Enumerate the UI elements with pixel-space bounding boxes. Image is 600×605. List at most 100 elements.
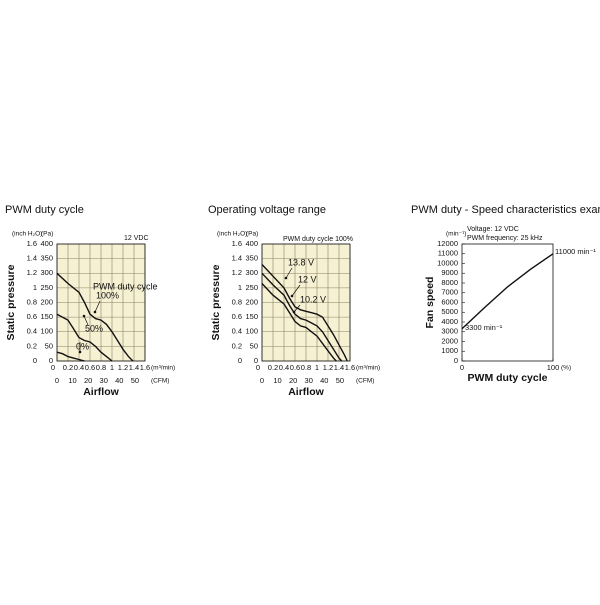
x-tick-label: 0.6	[290, 363, 300, 372]
y-tick-label: 7000	[441, 288, 458, 297]
y2-tick-label: 1.2	[232, 268, 242, 277]
x-tick-label: 0.2	[268, 363, 278, 372]
y2-tick-label: 1	[33, 283, 37, 292]
y-tick-label: 6000	[441, 297, 458, 306]
y-tick-label: 50	[250, 341, 258, 350]
pointer-head	[284, 276, 288, 280]
pointer-head	[292, 310, 296, 314]
y-tick-label: 9000	[441, 268, 458, 277]
y2-tick-label: 1	[238, 283, 242, 292]
x-tick-label: 1	[110, 363, 114, 372]
curve	[56, 351, 85, 362]
x2-tick-label: 20	[289, 376, 297, 385]
x-unit: (%)	[561, 365, 571, 372]
y-tick-label: 250	[40, 283, 53, 292]
curve	[56, 272, 134, 362]
x2-tick-label: 40	[320, 376, 328, 385]
curve	[56, 313, 113, 362]
y-tick-label: 400	[40, 239, 53, 248]
y-tick-label: 4000	[441, 317, 458, 326]
y-axis-label: Static pressure	[5, 264, 17, 340]
y-tick-label: 11000	[438, 249, 458, 258]
value-label: 3300 min⁻¹	[465, 323, 503, 332]
y2-tick-label: 0	[33, 356, 37, 365]
y2-tick-label: 1.2	[27, 268, 37, 277]
y-tick-label: 8000	[441, 278, 458, 287]
x2-tick-label: 10	[273, 376, 281, 385]
pointer-head	[78, 350, 82, 354]
y-tick-label: 350	[40, 254, 53, 263]
y-axis-label: Fan speed	[424, 277, 436, 329]
y-tick-label: 350	[245, 254, 258, 263]
x-axis-label: PWM duty cycle	[468, 372, 548, 384]
x-tick-label: 1.2	[118, 363, 128, 372]
y-tick-label: 250	[245, 283, 258, 292]
y-tick-label: 150	[245, 312, 258, 321]
x2-tick-label: 30	[305, 376, 313, 385]
x-tick-label: 1.2	[323, 363, 333, 372]
y2-tick-label: 0.2	[27, 341, 37, 350]
curve	[261, 283, 337, 362]
note: 12 VDC	[124, 235, 149, 242]
y2-tick-label: 1.6	[232, 239, 242, 248]
y2-unit: (inch H₂O)	[217, 231, 247, 238]
x-unit: (m³/min)	[356, 365, 380, 372]
x-axis-label: Airflow	[288, 386, 324, 398]
pointer-head	[82, 314, 86, 318]
note: Voltage: 12 VDC	[467, 226, 519, 233]
x2-unit: (CFM)	[151, 378, 169, 385]
x2-tick-label: 50	[336, 376, 344, 385]
x-tick-label: 0.6	[85, 363, 95, 372]
x-tick-label: 1.6	[140, 363, 150, 372]
curve	[261, 272, 343, 362]
pointer	[94, 300, 101, 313]
pointer-head	[290, 294, 294, 298]
y-unit: (Pa)	[246, 231, 258, 238]
y2-unit: (inch H₂O)	[12, 231, 42, 238]
y2-tick-label: 0.8	[232, 297, 242, 306]
note: PWM frequency: 25 kHz	[467, 235, 543, 242]
x-tick-label: 0.4	[74, 363, 84, 372]
plot-frame	[261, 243, 351, 362]
y2-tick-label: 1.6	[27, 239, 37, 248]
y-tick-label: 100	[245, 327, 258, 336]
x2-tick-label: 0	[260, 376, 264, 385]
y-unit: (min⁻¹)	[446, 231, 466, 238]
y2-tick-label: 1.4	[27, 254, 37, 263]
x-axis-label: Airflow	[83, 386, 119, 398]
y-axis-label: Static pressure	[210, 264, 222, 340]
x-tick-label: 0	[51, 363, 55, 372]
y2-tick-label: 0.6	[27, 312, 37, 321]
y-unit: (Pa)	[41, 231, 53, 238]
y-tick-label: 0	[49, 356, 53, 365]
value-label: 11000 min⁻¹	[555, 247, 596, 256]
x-tick-label: 0	[256, 363, 260, 372]
series-label: 0%	[76, 341, 89, 351]
chart-title: PWM duty - Speed characteristics example	[411, 204, 600, 216]
y-tick-label: 200	[245, 297, 258, 306]
series-label: 13.8 V	[288, 257, 314, 267]
x2-tick-label: 30	[100, 376, 108, 385]
y2-tick-label: 0.6	[232, 312, 242, 321]
y-tick-label: 300	[40, 268, 53, 277]
y-tick-label: 2000	[441, 336, 458, 345]
x-tick-label: 0.4	[279, 363, 289, 372]
annotation: PWM duty cycle	[93, 281, 158, 291]
y-tick-label: 0	[454, 356, 458, 365]
y2-tick-label: 0.4	[27, 327, 37, 336]
y2-tick-label: 0.8	[27, 297, 37, 306]
pointer	[83, 315, 89, 326]
pointer	[293, 304, 301, 313]
chart-title: PWM duty cycle	[5, 204, 84, 216]
x-tick-label: 0	[460, 363, 464, 372]
x-tick-label: 1.4	[129, 363, 139, 372]
x2-tick-label: 10	[68, 376, 76, 385]
series-label: 10.2 V	[300, 294, 326, 304]
y-tick-label: 400	[245, 239, 258, 248]
x-tick-label: 1	[315, 363, 319, 372]
y-tick-label: 0	[254, 356, 258, 365]
y2-tick-label: 0	[238, 356, 242, 365]
x2-tick-label: 50	[131, 376, 139, 385]
y-tick-label: 50	[45, 341, 53, 350]
